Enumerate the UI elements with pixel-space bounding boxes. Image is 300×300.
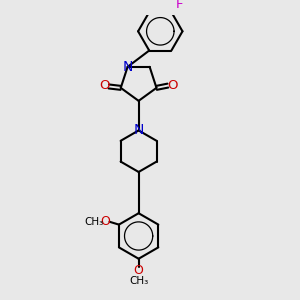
Text: O: O — [100, 215, 110, 228]
Text: N: N — [122, 60, 133, 74]
Text: N: N — [134, 123, 144, 137]
Text: CH₃: CH₃ — [129, 276, 148, 286]
Text: O: O — [99, 80, 110, 92]
Text: CH₃: CH₃ — [84, 217, 104, 227]
Text: F: F — [176, 0, 184, 11]
Text: O: O — [134, 264, 144, 277]
Text: O: O — [167, 79, 178, 92]
